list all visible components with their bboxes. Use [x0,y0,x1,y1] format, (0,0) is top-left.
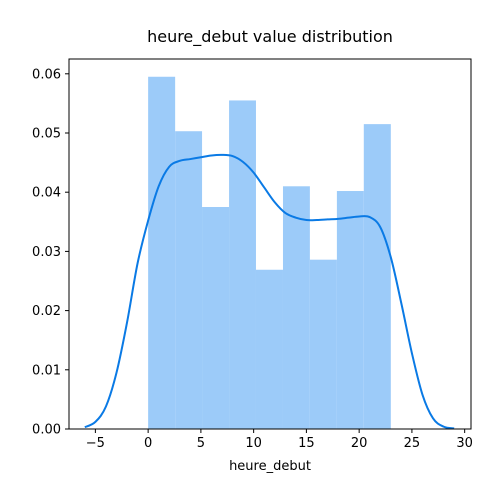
histogram-bar [148,76,176,429]
axes-frame [68,58,472,430]
y-tick-label: 0.06 [32,67,61,82]
histogram-bar [282,186,310,429]
histogram-bar [309,259,337,429]
histogram-bar [363,124,391,430]
x-tick-label: 5 [197,436,205,451]
x-tick-label: 20 [351,436,368,451]
histogram-bars [148,76,391,430]
x-tick-label: 15 [298,436,315,451]
x-tick-label: 25 [404,436,421,451]
histogram-bar [336,191,364,429]
histogram-bar [202,207,230,429]
chart-title: heure_debut value distribution [147,27,393,47]
kde-curve [84,153,455,430]
x-axis-ticks: −5 0 5 10 15 20 25 30 [86,429,473,451]
plot-border [68,58,472,430]
histogram-bar [229,100,256,429]
y-tick-label: 0.01 [32,363,61,378]
x-tick-label: −5 [86,436,105,451]
y-tick-label: 0.04 [32,186,61,201]
x-tick-label: 30 [456,436,473,451]
histogram-bar [175,131,203,429]
y-tick-label: 0.05 [32,127,61,142]
x-tick-label: 10 [245,436,262,451]
y-tick-label: 0.02 [32,304,61,319]
y-tick-label: 0.03 [32,245,61,260]
x-tick-label: 0 [144,436,152,451]
y-axis-ticks: 0.00 0.01 0.02 0.03 0.04 0.05 0.06 [32,67,69,438]
y-tick-label: 0.00 [32,423,61,438]
histogram-bar [255,269,283,429]
x-axis-label: heure_debut [229,459,311,474]
